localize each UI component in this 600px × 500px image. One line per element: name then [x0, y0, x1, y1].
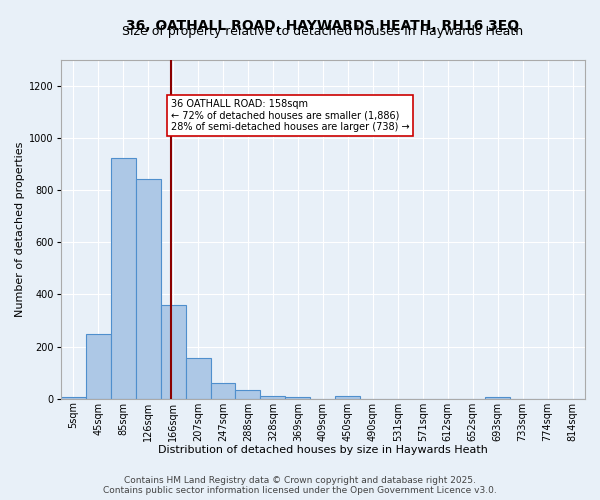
Bar [235, 390, 260, 398]
Title: Size of property relative to detached houses in Haywards Heath: Size of property relative to detached ho… [122, 25, 523, 38]
Bar [260, 396, 286, 398]
Bar [61, 396, 86, 398]
Bar [110, 158, 136, 398]
Bar [161, 306, 185, 398]
Text: 36 OATHALL ROAD: 158sqm
← 72% of detached houses are smaller (1,886)
28% of semi: 36 OATHALL ROAD: 158sqm ← 72% of detache… [170, 99, 409, 132]
Y-axis label: Number of detached properties: Number of detached properties [15, 142, 25, 317]
Bar [335, 396, 361, 398]
Bar [286, 396, 310, 398]
Bar [86, 334, 110, 398]
Bar [185, 358, 211, 399]
Text: Contains HM Land Registry data © Crown copyright and database right 2025.
Contai: Contains HM Land Registry data © Crown c… [103, 476, 497, 495]
Bar [211, 382, 235, 398]
Bar [136, 179, 161, 398]
Text: 36, OATHALL ROAD, HAYWARDS HEATH, RH16 3EQ: 36, OATHALL ROAD, HAYWARDS HEATH, RH16 3… [127, 18, 520, 32]
X-axis label: Distribution of detached houses by size in Haywards Heath: Distribution of detached houses by size … [158, 445, 488, 455]
